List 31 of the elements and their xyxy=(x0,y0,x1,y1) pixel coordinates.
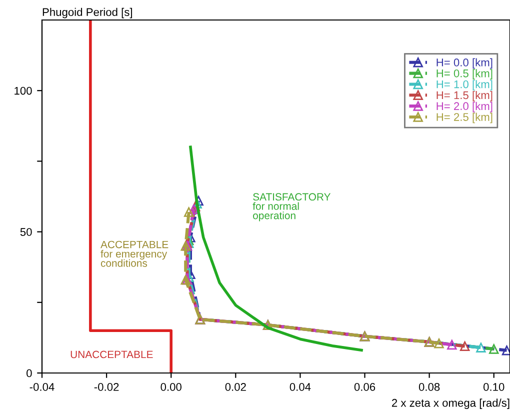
legend-label: H= 2.0 [km] xyxy=(436,102,492,112)
point xyxy=(489,344,499,354)
point xyxy=(434,338,444,348)
annotation: ACCEPTABLE for emergency conditions xyxy=(100,240,168,267)
x-tick-label: 0.06 xyxy=(354,383,376,391)
y-tick-label: 50 xyxy=(20,228,32,236)
y-tick-label: 100 xyxy=(14,86,32,95)
x-tick-label: 0.02 xyxy=(225,383,246,391)
x-tick-label: 0.08 xyxy=(418,383,440,391)
point xyxy=(502,346,510,356)
x-axis-title: 2 x zeta x omega [rad/s] xyxy=(392,398,510,409)
x-tick-label: 0.04 xyxy=(290,383,311,391)
x-tick-label: 0.10 xyxy=(483,383,504,391)
x-tick-label: 0.00 xyxy=(160,383,182,391)
annotation: SATISFACTORY for normal operation xyxy=(252,193,331,222)
legend-label: H= 1.5 [km] xyxy=(436,90,492,102)
legend-label: H= 2.5 [km] xyxy=(436,112,492,124)
y-axis-title: Phugoid Period [s] xyxy=(42,8,132,18)
legend-label: H= 1.0 [km] xyxy=(436,80,492,90)
y-tick-label: 0 xyxy=(26,369,32,378)
point xyxy=(188,204,199,214)
point xyxy=(184,207,194,217)
legend-label: H= 0.5 [km] xyxy=(436,69,492,80)
x-tick-label: -0.04 xyxy=(30,383,54,391)
line-series xyxy=(189,146,363,352)
point xyxy=(447,340,457,350)
legend-label: H= 0.0 [km] xyxy=(436,58,492,69)
x-tick-label: -0.02 xyxy=(94,383,119,391)
point xyxy=(460,341,470,352)
point xyxy=(476,342,486,352)
annotation: UNACCEPTABLE xyxy=(70,350,153,358)
